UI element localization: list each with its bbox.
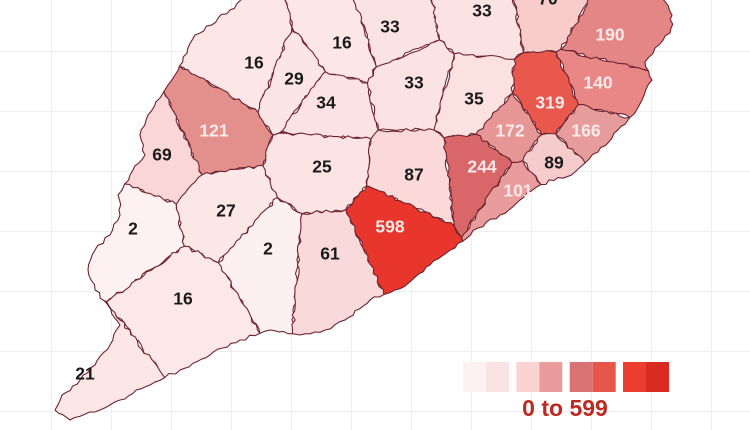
svg-text:34: 34 [316, 93, 336, 113]
svg-text:21: 21 [75, 364, 95, 384]
svg-text:29: 29 [284, 69, 304, 89]
svg-text:172: 172 [495, 121, 524, 141]
svg-text:319: 319 [535, 93, 564, 113]
svg-text:33: 33 [404, 73, 424, 93]
svg-text:69: 69 [152, 145, 172, 165]
svg-text:33: 33 [472, 1, 492, 21]
svg-text:27: 27 [216, 201, 235, 221]
svg-text:25: 25 [312, 157, 332, 177]
svg-text:16: 16 [244, 53, 264, 73]
svg-text:16: 16 [173, 289, 193, 309]
svg-text:2: 2 [128, 219, 138, 239]
svg-text:598: 598 [375, 217, 404, 237]
svg-text:0 to 599: 0 to 599 [522, 395, 608, 421]
svg-text:244: 244 [467, 157, 496, 177]
svg-text:61: 61 [320, 244, 340, 264]
svg-text:70: 70 [538, 0, 558, 9]
svg-text:89: 89 [544, 153, 564, 173]
svg-text:16: 16 [332, 33, 352, 53]
svg-text:121: 121 [199, 121, 228, 141]
svg-text:140: 140 [583, 73, 612, 93]
svg-text:87: 87 [404, 165, 423, 185]
svg-text:190: 190 [595, 25, 624, 45]
svg-text:35: 35 [464, 89, 484, 109]
svg-text:166: 166 [571, 121, 600, 141]
svg-text:101: 101 [503, 181, 532, 201]
svg-text:2: 2 [263, 239, 273, 259]
svg-text:33: 33 [380, 17, 400, 37]
